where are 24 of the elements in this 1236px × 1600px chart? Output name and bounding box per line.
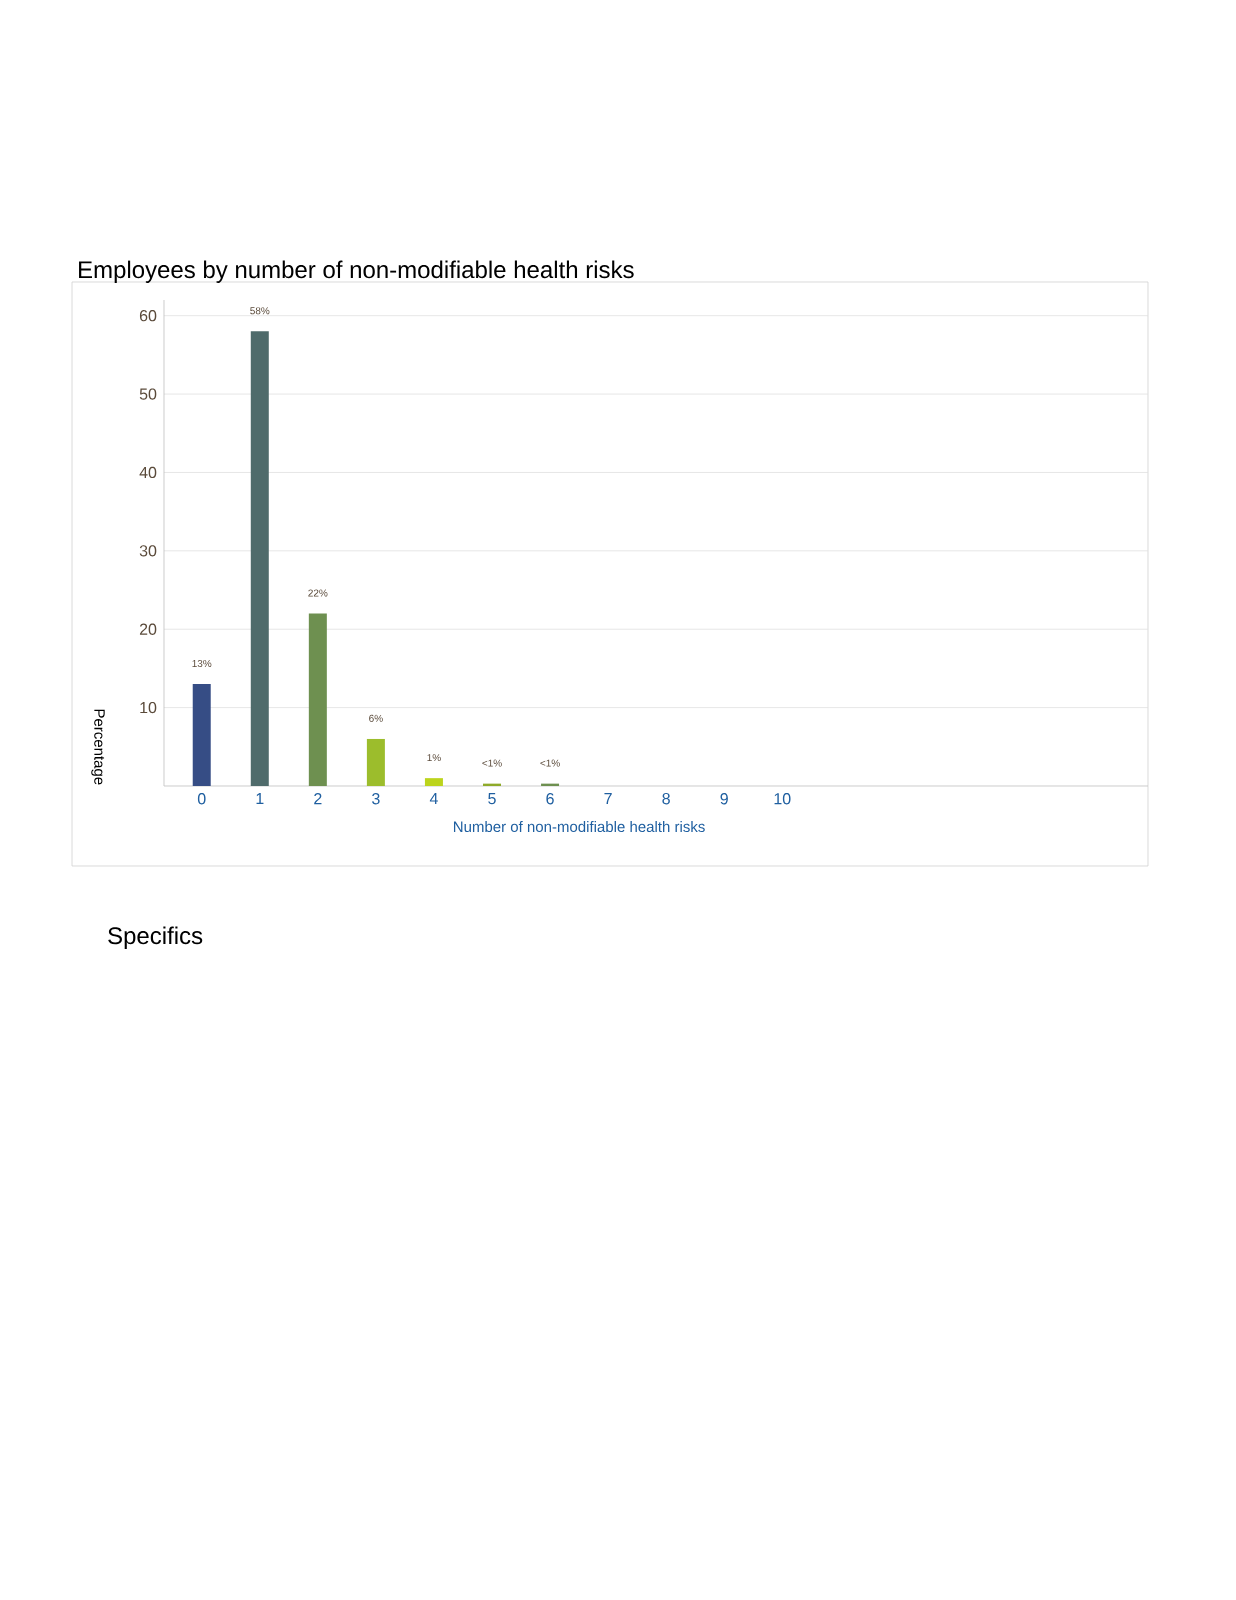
bar: [366, 738, 385, 786]
bar: [192, 684, 211, 786]
y-tick-label: 20: [139, 623, 157, 635]
chart-title: Employees by number of non-modifiable health risks: [79, 260, 634, 283]
y-tick-label: 10: [140, 701, 157, 714]
y-tick-label: 60: [139, 310, 157, 322]
x-tick-label: 7: [604, 793, 612, 805]
bar: [250, 331, 269, 786]
x-tick-label: 1: [256, 793, 264, 805]
x-tick-label: 0: [197, 793, 206, 805]
bar: [424, 778, 443, 786]
x-tick-label: 6: [546, 793, 554, 805]
x-tick-label: 5: [488, 793, 496, 805]
x-tick-label: 2: [314, 793, 322, 805]
text: Specifics: [108, 926, 203, 949]
y-tick-label: 30: [139, 545, 157, 557]
x-tick-label: 9: [720, 793, 728, 805]
bar: [308, 613, 327, 786]
x-tick-label: 4: [429, 793, 438, 805]
x-tick-label: 10: [774, 793, 791, 805]
x-tick-label: 3: [372, 793, 380, 805]
x-tick-label: 8: [662, 793, 670, 805]
y-tick-label: 50: [139, 388, 157, 400]
y-tick-label: 40: [139, 466, 157, 479]
